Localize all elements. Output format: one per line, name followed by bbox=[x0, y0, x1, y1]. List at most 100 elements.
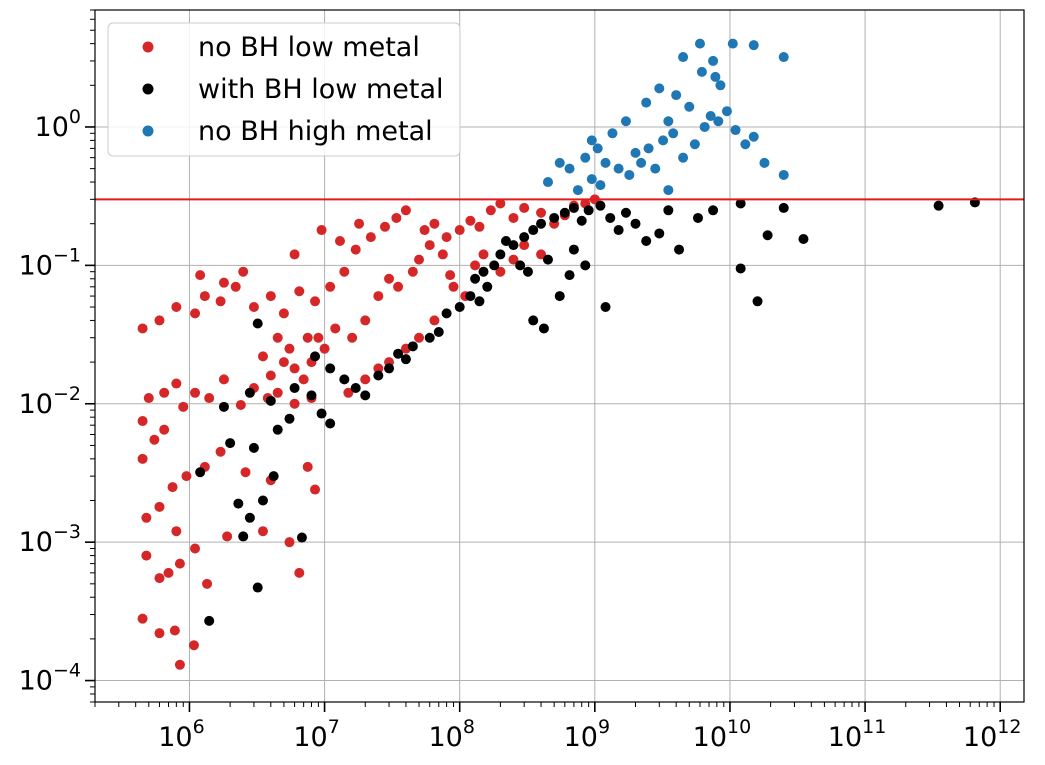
x-tick-label: 109 bbox=[564, 716, 610, 753]
data-point-series-1 bbox=[325, 363, 336, 374]
data-point-series-1 bbox=[252, 582, 263, 593]
data-point-series-1 bbox=[350, 382, 361, 393]
data-point-series-0 bbox=[178, 401, 189, 412]
x-tick-label: 107 bbox=[293, 716, 339, 753]
x-tick-label: 1011 bbox=[828, 716, 887, 753]
data-point-series-0 bbox=[373, 291, 384, 302]
data-point-series-1 bbox=[620, 207, 631, 218]
data-point-series-0 bbox=[445, 270, 456, 281]
data-point-series-1 bbox=[248, 442, 259, 453]
data-point-series-1 bbox=[268, 471, 279, 482]
data-point-series-0 bbox=[238, 266, 249, 277]
data-point-series-0 bbox=[343, 387, 354, 398]
data-point-series-1 bbox=[508, 240, 519, 251]
data-point-series-2 bbox=[663, 116, 674, 127]
legend-label: no BH high metal bbox=[198, 116, 433, 147]
data-point-series-0 bbox=[272, 387, 283, 398]
data-point-series-0 bbox=[230, 281, 241, 292]
data-point-series-0 bbox=[222, 531, 233, 542]
y-tick-label: 10−3 bbox=[19, 521, 81, 558]
data-point-series-0 bbox=[478, 249, 489, 260]
data-point-series-1 bbox=[225, 438, 236, 449]
data-point-series-0 bbox=[360, 374, 371, 385]
data-point-series-1 bbox=[564, 270, 575, 281]
data-point-series-1 bbox=[542, 254, 553, 265]
data-point-series-2 bbox=[699, 121, 710, 132]
data-point-series-1 bbox=[630, 218, 641, 229]
data-point-series-1 bbox=[339, 374, 350, 385]
data-point-series-0 bbox=[204, 393, 215, 404]
data-point-series-0 bbox=[302, 461, 313, 472]
data-point-series-0 bbox=[294, 286, 305, 297]
data-point-series-0 bbox=[448, 281, 459, 292]
data-point-series-1 bbox=[536, 218, 547, 229]
data-point-series-1 bbox=[424, 332, 435, 343]
data-point-series-0 bbox=[495, 198, 506, 209]
data-point-series-1 bbox=[568, 244, 579, 255]
data-point-series-1 bbox=[441, 308, 452, 319]
data-point-series-1 bbox=[778, 202, 789, 213]
data-point-series-0 bbox=[265, 291, 276, 302]
data-point-series-1 bbox=[393, 348, 404, 359]
data-point-series-1 bbox=[489, 260, 500, 271]
data-point-series-2 bbox=[759, 157, 770, 168]
data-point-series-2 bbox=[654, 83, 665, 94]
data-point-series-0 bbox=[302, 332, 313, 343]
data-point-series-2 bbox=[595, 180, 606, 191]
data-point-series-0 bbox=[310, 484, 321, 495]
data-point-series-0 bbox=[373, 363, 384, 374]
data-point-series-0 bbox=[154, 501, 165, 512]
data-point-series-2 bbox=[705, 111, 716, 122]
legend-marker bbox=[142, 125, 154, 137]
data-point-series-1 bbox=[554, 291, 565, 302]
data-point-series-1 bbox=[752, 296, 763, 307]
data-point-series-1 bbox=[595, 200, 606, 211]
data-point-series-1 bbox=[515, 260, 526, 271]
data-point-series-0 bbox=[188, 640, 199, 651]
data-point-series-0 bbox=[519, 202, 530, 213]
data-point-series-0 bbox=[508, 212, 519, 223]
data-point-series-1 bbox=[654, 228, 665, 239]
data-point-series-0 bbox=[169, 625, 180, 636]
data-point-series-1 bbox=[360, 390, 371, 401]
data-point-series-0 bbox=[414, 254, 425, 265]
data-point-series-0 bbox=[171, 378, 182, 389]
data-point-series-2 bbox=[663, 185, 674, 196]
data-point-series-0 bbox=[393, 281, 404, 292]
data-point-series-2 bbox=[778, 52, 789, 63]
legend-label: no BH low metal bbox=[198, 32, 420, 63]
data-point-series-0 bbox=[181, 471, 192, 482]
data-point-series-0 bbox=[429, 218, 440, 229]
data-point-series-0 bbox=[316, 225, 327, 236]
data-point-series-1 bbox=[407, 341, 418, 352]
data-point-series-2 bbox=[554, 157, 565, 168]
data-point-series-1 bbox=[296, 532, 307, 543]
x-tick-label: 106 bbox=[158, 716, 204, 753]
data-point-series-0 bbox=[174, 558, 185, 569]
data-point-series-2 bbox=[715, 80, 726, 91]
data-point-series-2 bbox=[748, 40, 759, 51]
data-point-series-1 bbox=[613, 225, 624, 236]
data-point-series-1 bbox=[933, 200, 944, 211]
legend-marker bbox=[142, 41, 154, 53]
y-tick-label: 10−2 bbox=[19, 383, 81, 420]
data-point-series-1 bbox=[478, 266, 489, 277]
y-tick-label: 10−4 bbox=[19, 660, 81, 697]
data-point-series-0 bbox=[202, 578, 213, 589]
data-points bbox=[137, 38, 980, 670]
data-point-series-0 bbox=[171, 526, 182, 537]
data-point-series-0 bbox=[257, 526, 268, 537]
data-point-series-1 bbox=[289, 382, 300, 393]
data-point-series-1 bbox=[325, 418, 336, 429]
data-point-series-2 bbox=[572, 185, 583, 196]
data-point-series-0 bbox=[141, 550, 152, 561]
data-point-series-2 bbox=[613, 163, 624, 174]
data-point-series-2 bbox=[586, 174, 597, 185]
data-point-series-0 bbox=[365, 232, 376, 243]
data-point-series-1 bbox=[482, 281, 493, 292]
data-point-series-0 bbox=[137, 323, 148, 334]
data-point-series-0 bbox=[407, 266, 418, 277]
data-point-series-0 bbox=[347, 332, 358, 343]
